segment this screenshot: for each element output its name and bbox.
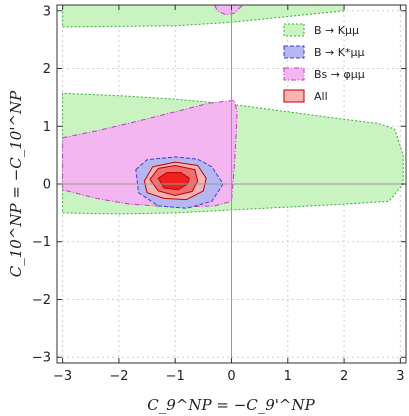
legend-label-bsphi: Bs → φμμ (314, 68, 365, 81)
y-tick-label-1: −2 (32, 293, 51, 308)
tick-marks (57, 5, 406, 363)
x-tick-label-5: 2 (340, 369, 348, 384)
x-tick-label-4: 1 (284, 369, 292, 384)
x-tick-label-6: 3 (396, 369, 404, 384)
legend-label-bkstar: B → K*μμ (314, 46, 364, 59)
y-axis-label: C_10^NP = −C_10'^NP (7, 90, 25, 277)
legend-swatch-bkstar (283, 45, 305, 59)
x-axis-label: C_9^NP = −C_9'^NP (147, 396, 315, 414)
x-tick-label-1: −2 (109, 369, 128, 384)
y-tick-label-4: 1 (43, 120, 51, 135)
region-bk-upper (62, 5, 345, 28)
legend-swatch-all (283, 89, 305, 103)
y-tick-label-6: 3 (43, 4, 51, 19)
x-tick-label-3: 0 (227, 369, 235, 384)
y-tick-label-0: −3 (32, 351, 51, 366)
y-tick-label-3: 0 (43, 178, 51, 193)
tick-labels: −3 −2 −1 0 1 2 3 −3 −2 −1 0 1 2 3 (32, 4, 405, 384)
x-tick-label-0: −3 (53, 369, 72, 384)
region-all-1sigma (157, 172, 190, 191)
y-tick-label-2: −1 (32, 235, 51, 250)
x-tick-label-2: −1 (166, 369, 185, 384)
region-bsphi-top (214, 5, 244, 16)
legend-label-bk: B → Kμμ (314, 24, 359, 37)
legend-swatch-bsphi (283, 67, 305, 81)
zero-axes (57, 5, 406, 363)
y-tick-label-5: 2 (43, 62, 51, 77)
legend-label-all: All (314, 90, 328, 103)
legend-swatch-bk (283, 23, 305, 37)
legend: B → Kμμ B → K*μμ Bs → φμμ All (283, 23, 365, 103)
